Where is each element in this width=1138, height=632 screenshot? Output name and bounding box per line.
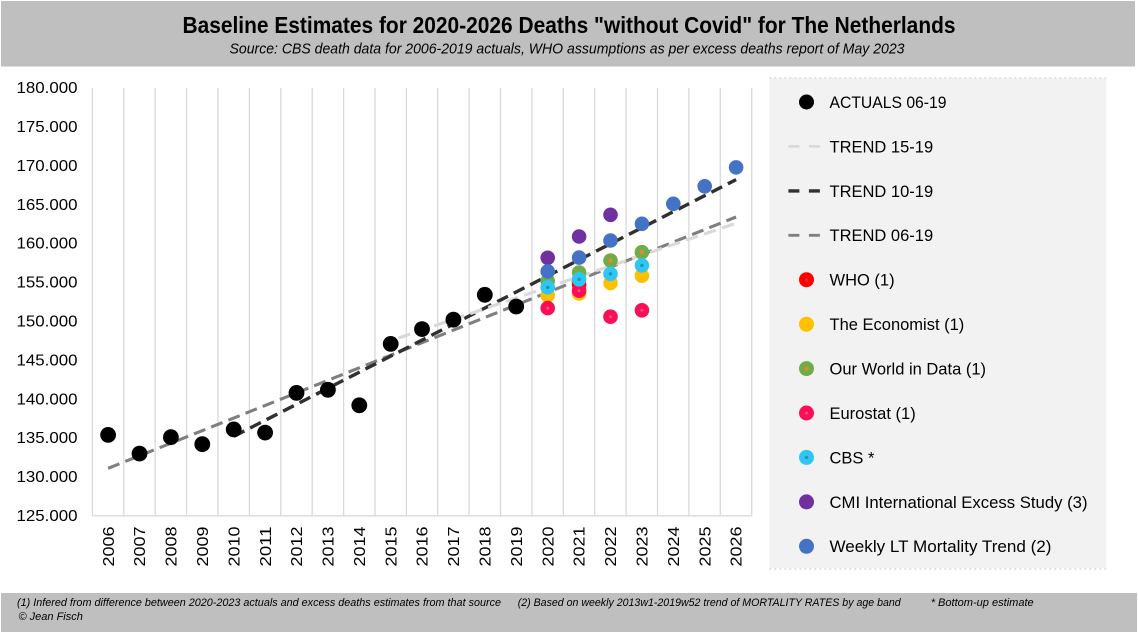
svg-text:2009: 2009 bbox=[195, 527, 212, 567]
svg-text:2017: 2017 bbox=[446, 527, 463, 567]
svg-text:TREND 10-19: TREND 10-19 bbox=[830, 183, 934, 201]
svg-text:2022: 2022 bbox=[603, 527, 620, 567]
svg-text:125.000: 125.000 bbox=[17, 508, 78, 525]
svg-text:2023: 2023 bbox=[635, 527, 652, 567]
svg-text:TREND 15-19: TREND 15-19 bbox=[830, 138, 934, 156]
svg-text:TREND 06-19: TREND 06-19 bbox=[830, 227, 934, 245]
svg-text:© Jean Fisch: © Jean Fisch bbox=[19, 611, 83, 623]
svg-text:(2) Based on weekly 2013w1-201: (2) Based on weekly 2013w1-2019w52 trend… bbox=[518, 597, 902, 609]
svg-text:2020: 2020 bbox=[540, 526, 557, 566]
svg-text:Baseline Estimates for 2020-20: Baseline Estimates for 2020-2026 Deaths … bbox=[183, 12, 956, 38]
svg-text:2021: 2021 bbox=[572, 527, 589, 567]
svg-text:145.000: 145.000 bbox=[17, 352, 78, 369]
svg-text:2024: 2024 bbox=[666, 526, 683, 566]
svg-text:135.000: 135.000 bbox=[17, 430, 78, 447]
svg-text:2019: 2019 bbox=[509, 527, 526, 567]
svg-text:180.000: 180.000 bbox=[17, 80, 78, 97]
svg-text:130.000: 130.000 bbox=[17, 469, 78, 486]
svg-text:2013: 2013 bbox=[321, 527, 338, 567]
svg-text:2007: 2007 bbox=[132, 527, 149, 567]
svg-text:Eurostat (1): Eurostat (1) bbox=[830, 405, 916, 423]
svg-text:Weekly LT Mortality Trend (2): Weekly LT Mortality Trend (2) bbox=[830, 538, 1052, 556]
svg-text:2015: 2015 bbox=[383, 527, 400, 567]
svg-text:ACTUALS 06-19: ACTUALS 06-19 bbox=[830, 94, 947, 112]
svg-text:160.000: 160.000 bbox=[17, 236, 78, 253]
svg-text:2008: 2008 bbox=[164, 527, 181, 567]
svg-text:Source: CBS death data for 200: Source: CBS death data for 2006-2019 act… bbox=[230, 42, 905, 58]
svg-text:165.000: 165.000 bbox=[17, 197, 78, 214]
svg-text:2025: 2025 bbox=[697, 527, 714, 567]
svg-text:Our World in Data (1): Our World in Data (1) bbox=[830, 361, 987, 379]
svg-text:150.000: 150.000 bbox=[17, 314, 78, 331]
svg-text:2014: 2014 bbox=[352, 526, 369, 566]
svg-text:2016: 2016 bbox=[415, 527, 432, 567]
svg-text:140.000: 140.000 bbox=[17, 391, 78, 408]
svg-text:2012: 2012 bbox=[289, 527, 306, 567]
svg-text:155.000: 155.000 bbox=[17, 275, 78, 292]
svg-text:2011: 2011 bbox=[258, 527, 275, 567]
svg-text:CBS *: CBS * bbox=[830, 449, 876, 467]
svg-text:The Economist (1): The Economist (1) bbox=[830, 316, 965, 334]
svg-text:(1) Infered from difference be: (1) Infered from difference between 2020… bbox=[17, 597, 501, 609]
svg-text:175.000: 175.000 bbox=[17, 119, 78, 136]
svg-text:170.000: 170.000 bbox=[17, 158, 78, 175]
svg-text:2006: 2006 bbox=[101, 527, 118, 567]
svg-text:CMI International Excess Study: CMI International Excess Study (3) bbox=[830, 494, 1088, 512]
svg-text:2018: 2018 bbox=[478, 527, 495, 567]
svg-text:2010: 2010 bbox=[226, 526, 243, 566]
svg-text:2026: 2026 bbox=[729, 527, 746, 567]
svg-text:* Bottom-up estimate: * Bottom-up estimate bbox=[931, 597, 1034, 609]
svg-text:WHO (1): WHO (1) bbox=[830, 272, 895, 290]
